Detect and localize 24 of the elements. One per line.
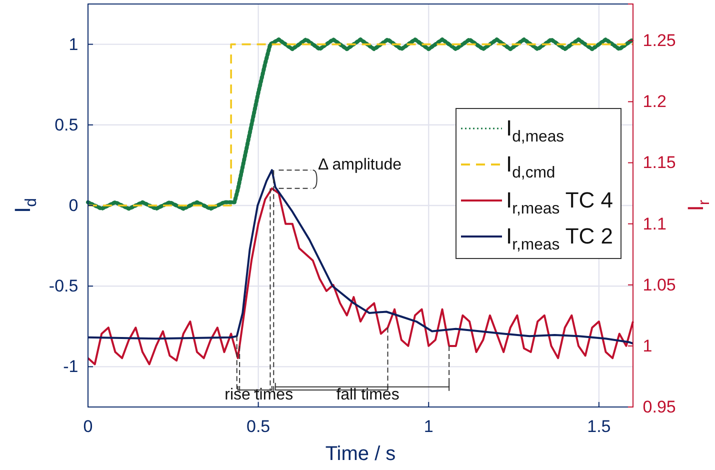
y2-tick-label: 1.1 (642, 214, 666, 234)
y-tick-label: -1 (63, 357, 78, 376)
legend-label: I$_{r,meas}$ TC 4 (506, 188, 614, 218)
y-tick-label: 1 (68, 34, 78, 54)
y-tick-label: -0.5 (48, 276, 78, 296)
y2-tick-label: 0.95 (642, 397, 676, 416)
annotation: rise times (224, 386, 294, 404)
y-tick-label: 0.5 (54, 115, 78, 134)
x-tick-label: 1.5 (587, 417, 611, 436)
x-tick-label: 0 (83, 417, 93, 436)
legend-label: I$_{r,meas}$ TC 2 (506, 224, 614, 254)
annotation: Δ amplitude (318, 156, 402, 174)
x-tick-label: 0.5 (246, 417, 270, 436)
y2-tick-label: 1 (642, 336, 652, 356)
legend-label: I$_{d,cmd}$ (506, 152, 556, 182)
x-tick-label: 1 (424, 417, 434, 436)
annotation: fall times (336, 386, 400, 404)
y2-tick-label: 1.25 (642, 31, 676, 50)
y2-tick-label: 1.05 (642, 275, 676, 294)
legend-label: I$_{d,meas}$ (506, 116, 564, 146)
x-axis-title: Time / s (325, 443, 396, 465)
y2-tick-label: 1.15 (642, 153, 676, 172)
y2-tick-label: 1.2 (642, 92, 666, 112)
y-tick-label: 0 (68, 196, 78, 215)
